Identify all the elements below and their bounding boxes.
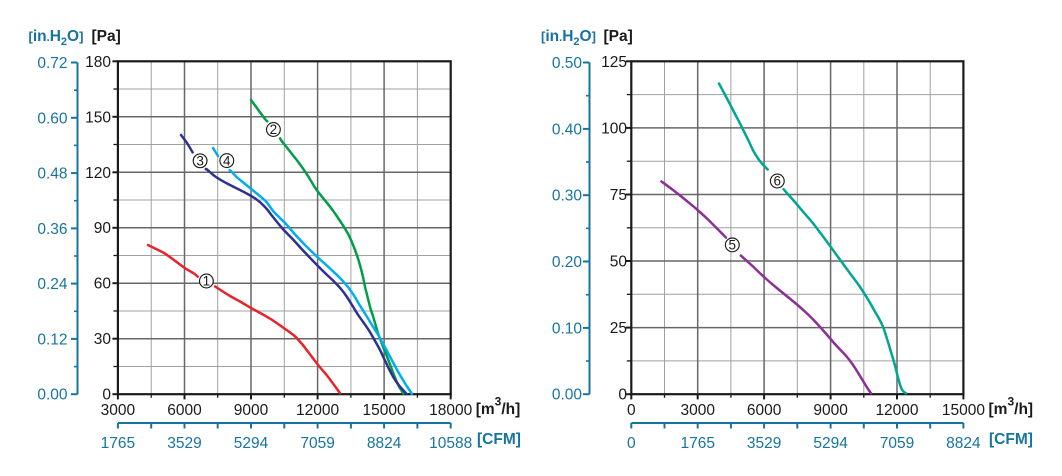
svg-text:12000: 12000 bbox=[296, 402, 339, 419]
svg-text:0.00: 0.00 bbox=[37, 387, 68, 404]
svg-text:7059: 7059 bbox=[300, 435, 334, 452]
svg-text:6000: 6000 bbox=[167, 402, 202, 419]
svg-text:120: 120 bbox=[85, 165, 111, 182]
svg-text:0.00: 0.00 bbox=[552, 387, 583, 404]
svg-text:3: 3 bbox=[196, 154, 204, 169]
svg-text:8824: 8824 bbox=[367, 435, 402, 452]
svg-text:4: 4 bbox=[223, 153, 231, 168]
svg-text:75: 75 bbox=[610, 187, 627, 204]
svg-text:50: 50 bbox=[610, 254, 628, 271]
svg-text:25: 25 bbox=[610, 320, 627, 337]
svg-text:0: 0 bbox=[627, 435, 636, 452]
svg-text:15000: 15000 bbox=[363, 402, 406, 419]
svg-text:5: 5 bbox=[729, 238, 737, 253]
svg-text:[CFM]: [CFM] bbox=[477, 431, 521, 448]
svg-text:3529: 3529 bbox=[747, 435, 781, 452]
svg-text:9000: 9000 bbox=[813, 402, 848, 419]
svg-text:3000: 3000 bbox=[101, 402, 136, 419]
svg-text:12000: 12000 bbox=[875, 402, 918, 419]
svg-text:5294: 5294 bbox=[813, 435, 848, 452]
svg-text:0: 0 bbox=[618, 387, 627, 404]
svg-text:7059: 7059 bbox=[880, 435, 914, 452]
svg-text:0.60: 0.60 bbox=[37, 110, 68, 127]
svg-text:1765: 1765 bbox=[680, 435, 714, 452]
svg-text:0.40: 0.40 bbox=[552, 121, 583, 138]
svg-text:60: 60 bbox=[94, 276, 112, 293]
svg-text:150: 150 bbox=[85, 109, 111, 126]
svg-text:6000: 6000 bbox=[747, 402, 782, 419]
svg-text:18000: 18000 bbox=[429, 402, 472, 419]
svg-text:10588: 10588 bbox=[429, 435, 472, 452]
svg-text:0: 0 bbox=[102, 387, 111, 404]
svg-text:2: 2 bbox=[270, 122, 278, 137]
svg-text:[m3/h]: [m3/h] bbox=[476, 395, 521, 419]
svg-text:[in.H2O]: [in.H2O] bbox=[29, 28, 84, 48]
svg-text:0.10: 0.10 bbox=[552, 320, 583, 337]
svg-text:100: 100 bbox=[601, 120, 627, 137]
svg-text:0.24: 0.24 bbox=[37, 276, 68, 293]
svg-text:[CFM]: [CFM] bbox=[989, 431, 1033, 448]
svg-text:[in.H2O]: [in.H2O] bbox=[541, 28, 596, 48]
svg-text:6: 6 bbox=[774, 174, 782, 189]
svg-text:0.12: 0.12 bbox=[37, 331, 67, 348]
svg-text:8824: 8824 bbox=[946, 435, 981, 452]
svg-text:30: 30 bbox=[94, 331, 112, 348]
svg-text:90: 90 bbox=[94, 220, 112, 237]
svg-text:3529: 3529 bbox=[167, 435, 201, 452]
svg-text:0.30: 0.30 bbox=[552, 188, 583, 205]
svg-text:0: 0 bbox=[627, 402, 636, 419]
svg-text:[m3/h]: [m3/h] bbox=[989, 395, 1034, 419]
svg-text:0.48: 0.48 bbox=[37, 166, 67, 183]
svg-text:1: 1 bbox=[203, 274, 211, 289]
svg-text:5294: 5294 bbox=[234, 435, 269, 452]
svg-text:0.20: 0.20 bbox=[552, 254, 583, 271]
svg-text:9000: 9000 bbox=[234, 402, 269, 419]
svg-text:15000: 15000 bbox=[942, 402, 985, 419]
svg-text:0.50: 0.50 bbox=[552, 55, 583, 72]
svg-text:1765: 1765 bbox=[101, 435, 135, 452]
svg-text:0.72: 0.72 bbox=[37, 55, 67, 72]
svg-text:3000: 3000 bbox=[680, 402, 715, 419]
svg-text:0.36: 0.36 bbox=[37, 221, 67, 238]
svg-text:[Pa]: [Pa] bbox=[92, 28, 121, 45]
svg-text:180: 180 bbox=[85, 54, 111, 71]
svg-text:[Pa]: [Pa] bbox=[604, 28, 633, 45]
svg-text:125: 125 bbox=[601, 54, 627, 71]
